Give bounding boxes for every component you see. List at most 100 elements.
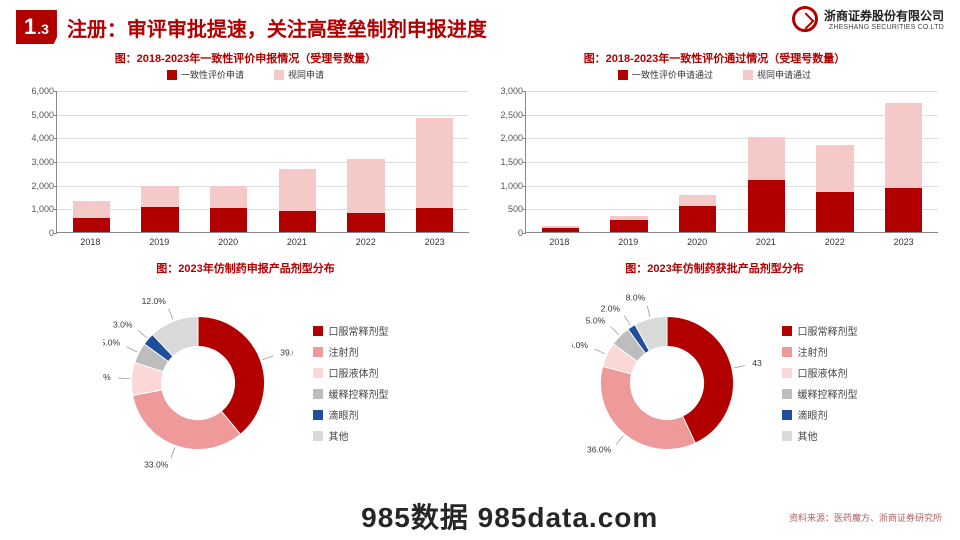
y-tick-label: 3,000 [18,157,54,167]
bar-segment-dark [73,218,110,232]
legend-swatch [313,326,323,336]
legend-item: 视同申请通过 [743,68,811,81]
grid-line [526,91,938,92]
y-tick-label: 1,000 [18,204,54,214]
y-tick-label: 2,000 [18,181,54,191]
chart-title: 图：2023年仿制药申报产品剂型分布 [16,260,475,276]
legend-item: 滴眼剂 [782,407,858,422]
slice-label: 5.0% [103,338,121,348]
bar-segment-dark [279,211,316,232]
grid-line [57,209,469,210]
legend-label: 口服液体剂 [798,365,848,380]
logo-icon [792,6,818,32]
slice-label: 12.0% [141,296,166,306]
legend-item: 其他 [313,428,389,443]
donut-chart-left: 图：2023年仿制药申报产品剂型分布 39.0%33.0%8.0%5.0%3.0… [16,260,475,490]
x-tick-label: 2021 [756,237,776,247]
legend-item: 口服液体剂 [782,365,858,380]
bar-segment-dark [347,213,384,232]
legend-swatch [313,389,323,399]
slice-label: 8.0% [625,293,645,303]
bar-segment-dark [210,208,247,232]
y-tick-label: 6,000 [18,86,54,96]
legend-item: 缓释控释剂型 [313,386,389,401]
slice-label: 3.0% [112,319,132,329]
bar-segment-dark [816,192,853,232]
legend-label: 缓释控释剂型 [329,386,389,401]
legend-item: 口服液体剂 [313,365,389,380]
legend-label: 缓释控释剂型 [798,386,858,401]
chart-title: 图：2023年仿制药获批产品剂型分布 [485,260,944,276]
legend-label: 视同申请 [288,68,324,81]
bar-segment-dark [679,206,716,233]
slice-label: 8.0% [103,372,111,382]
bar-chart-left: 图：2018-2023年一致性评价申报情况（受理号数量） 一致性评价申请视同申请… [16,50,475,260]
legend-swatch [274,70,284,80]
legend-swatch [313,368,323,378]
bar-legend: 一致性评价申请通过视同申请通过 [485,68,944,81]
bar-group [542,226,579,232]
donut-slice [600,366,695,449]
y-tick-label: 1,000 [487,181,523,191]
x-tick-label: 2018 [80,237,100,247]
x-tick-label: 2023 [425,237,445,247]
page-title: 注册：审评审批提速，关注高壁垒制剂申报进度 [67,13,487,42]
x-tick-label: 2021 [287,237,307,247]
grid-line [57,138,469,139]
bar-group [816,145,853,232]
legend-label: 滴眼剂 [329,407,359,422]
legend-label: 口服常释剂型 [329,323,389,338]
donut-chart-right: 图：2023年仿制药获批产品剂型分布 43.0%36.0%6.0%5.0%2.0… [485,260,944,490]
legend-label: 一致性评价申请 [181,68,244,81]
slice-label: 33.0% [144,459,169,469]
y-tick-label: 500 [487,204,523,214]
bar-segment-dark [542,228,579,232]
bar-group [748,137,785,232]
bar-group [279,169,316,232]
legend-item: 一致性评价申请 [167,68,244,81]
bar-segment-dark [610,220,647,232]
slice-label: 6.0% [572,340,588,350]
x-axis: 201820192020202120222023 [56,235,469,251]
bar-segment-light [885,103,922,188]
y-tick-label: 0 [18,228,54,238]
legend-swatch [743,70,753,80]
bar-segment-light [347,159,384,213]
legend-label: 其他 [329,428,349,443]
bar-segment-light [748,137,785,180]
bar-group [610,216,647,232]
y-tick-label: 2,000 [487,133,523,143]
legend-swatch [313,410,323,420]
grid-line [57,115,469,116]
bar-plot [525,91,938,233]
y-axis: 05001,0001,5002,0002,5003,000 [487,81,523,233]
y-axis: 01,0002,0003,0004,0005,0006,000 [18,81,54,233]
donut-legend: 口服常释剂型注射剂口服液体剂缓释控释剂型滴眼剂其他 [313,323,389,443]
legend-swatch [618,70,628,80]
legend-item: 滴眼剂 [313,407,389,422]
bar-group [73,201,110,232]
chart-title: 图：2018-2023年一致性评价通过情况（受理号数量） [485,50,944,66]
donut-legend: 口服常释剂型注射剂口服液体剂缓释控释剂型滴眼剂其他 [782,323,858,443]
section-tag: 1 .3 [16,10,57,44]
bar-segment-dark [416,208,453,232]
legend-label: 注射剂 [329,344,359,359]
legend-item: 注射剂 [782,344,858,359]
legend-swatch [782,410,792,420]
legend-label: 滴眼剂 [798,407,828,422]
legend-label: 其他 [798,428,818,443]
x-axis: 201820192020202120222023 [525,235,938,251]
legend-item: 口服常释剂型 [313,323,389,338]
header: 1 .3 注册：审评审批提速，关注高壁垒制剂申报进度 浙商证券股份有限公司 ZH… [0,0,960,44]
bar-segment-light [679,195,716,205]
y-tick-label: 2,500 [487,110,523,120]
legend-label: 口服液体剂 [329,365,379,380]
bar-legend: 一致性评价申请 视同申请 [16,68,475,81]
slice-label: 36.0% [587,445,612,455]
bar-group [885,103,922,232]
bar-segment-dark [141,207,178,232]
legend-item: 注射剂 [313,344,389,359]
legend-item: 口服常释剂型 [782,323,858,338]
x-tick-label: 2023 [894,237,914,247]
donut-svg: 39.0%33.0%8.0%5.0%3.0%12.0% [103,288,293,478]
